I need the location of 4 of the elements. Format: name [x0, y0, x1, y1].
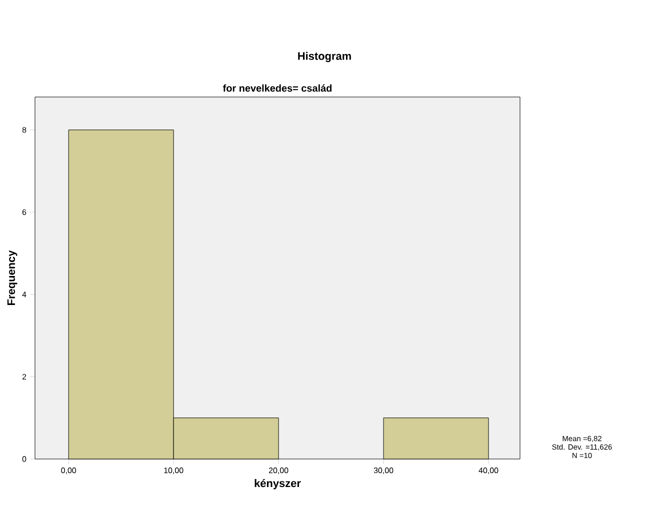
- chart-title: Histogram: [298, 52, 351, 62]
- chart-subtitle: for nevelkedes= család: [222, 84, 332, 92]
- y-axis-title: Frequency: [7, 250, 18, 305]
- x-axis-title: kényszer: [254, 478, 301, 490]
